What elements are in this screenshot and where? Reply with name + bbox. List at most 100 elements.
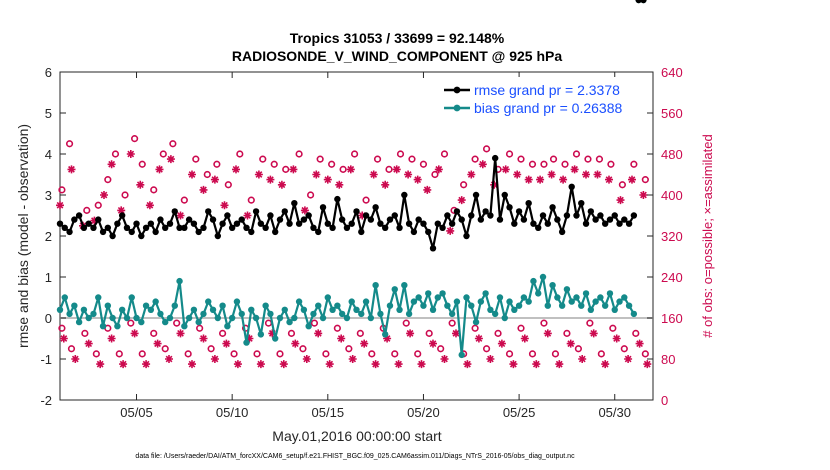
- bias-point: [530, 277, 537, 285]
- bias-point: [267, 310, 274, 318]
- bias-point: [362, 298, 370, 305]
- bias-point: [621, 294, 628, 301]
- bias-point: [152, 298, 159, 305]
- rmse-point: [276, 216, 284, 223]
- obs-assimilated-marker: [429, 339, 437, 348]
- rmse-point: [558, 228, 566, 236]
- rmse-point: [71, 216, 78, 223]
- y-right-tick-label: 400: [661, 188, 683, 203]
- bias-point: [291, 314, 298, 322]
- rmse-point: [573, 212, 580, 219]
- obs-possible-marker: [65, 140, 74, 148]
- obs-assimilated-marker: [589, 329, 598, 338]
- rmse-point: [439, 224, 446, 231]
- obs-possible-marker: [339, 165, 347, 173]
- legend-bias-label: bias grand pr = 0.26388: [474, 100, 622, 116]
- rmse-point: [142, 224, 150, 231]
- y-tick-label: 3: [45, 188, 52, 203]
- obs-possible-marker: [270, 160, 278, 168]
- rmse-point: [66, 228, 73, 236]
- obs-possible-marker: [425, 329, 433, 337]
- bias-point: [166, 314, 174, 322]
- rmse-point: [444, 212, 451, 219]
- rmse-point: [329, 224, 336, 231]
- rmse-point: [138, 232, 145, 240]
- bias-point: [286, 318, 293, 326]
- obs-assimilated-marker: [59, 334, 68, 343]
- rmse-point: [616, 220, 623, 227]
- obs-possible-marker: [111, 150, 120, 158]
- obs-possible-marker: [328, 160, 336, 168]
- obs-possible-marker: [299, 345, 307, 353]
- rmse-point: [592, 216, 599, 223]
- rmse-point: [185, 216, 193, 223]
- obs-possible-marker: [471, 324, 479, 332]
- obs-possible-marker: [58, 186, 66, 194]
- rmse-point: [300, 216, 308, 223]
- rmse-point: [482, 208, 489, 215]
- rmse-point: [597, 212, 604, 219]
- obs-possible-marker: [159, 150, 167, 158]
- rmse-point: [554, 216, 561, 223]
- obs-assimilated-marker: [119, 360, 128, 369]
- bias-point: [104, 302, 112, 309]
- obs-possible-marker: [482, 145, 491, 153]
- obs-possible-marker: [150, 186, 158, 194]
- bias-point: [181, 323, 188, 330]
- rmse-point: [334, 195, 341, 203]
- bias-point: [601, 302, 609, 309]
- obs-assimilated-marker: [582, 170, 590, 179]
- bias-point: [468, 302, 475, 309]
- obs-count-markers: [56, 135, 652, 369]
- y-right-tick-label: 160: [661, 311, 683, 326]
- legend-rmse-marker: [453, 86, 461, 94]
- obs-possible-marker: [448, 319, 456, 327]
- rmse-point: [238, 216, 245, 223]
- rmse-point: [587, 208, 595, 215]
- bias-point: [80, 306, 88, 313]
- bias-point: [515, 302, 523, 309]
- obs-assimilated-marker: [210, 175, 219, 184]
- obs-possible-marker: [528, 160, 537, 168]
- bias-point: [56, 306, 64, 313]
- obs-assimilated-marker: [383, 334, 392, 343]
- obs-possible-marker: [385, 165, 393, 173]
- obs-assimilated-marker: [406, 329, 415, 338]
- obs-assimilated-marker: [404, 170, 413, 179]
- bias-point: [305, 323, 312, 330]
- bias-point: [257, 331, 265, 338]
- rmse-point: [56, 220, 64, 227]
- bias-point: [228, 314, 236, 322]
- rmse-point: [166, 220, 174, 227]
- rmse-point: [635, 0, 642, 4]
- obs-assimilated-marker: [56, 201, 64, 210]
- bias-point: [448, 310, 456, 318]
- chart-title-line1: Tropics 31053 / 33699 = 92.148%: [290, 30, 505, 46]
- bias-point: [625, 302, 633, 309]
- obs-possible-marker: [595, 155, 604, 163]
- obs-possible-marker: [207, 345, 215, 353]
- y-right-tick-label: 560: [661, 106, 683, 121]
- obs-assimilated-marker: [547, 170, 556, 179]
- bias-point: [128, 294, 135, 301]
- bias-point: [276, 314, 284, 322]
- rmse-point: [286, 220, 293, 227]
- obs-possible-marker: [396, 150, 405, 158]
- bias-point: [190, 306, 198, 313]
- rmse-point: [61, 224, 68, 231]
- obs-assimilated-marker: [639, 191, 648, 199]
- bias-point: [429, 306, 437, 313]
- obs-possible-marker: [641, 350, 649, 358]
- tick-layer: 05/05 05/10 05/15 05/20 05/25 05/30 -2 -1 0 1 2 3 4 5…: [40, 65, 682, 420]
- obs-assimilated-marker: [232, 165, 240, 174]
- rmse-point: [487, 212, 494, 219]
- obs-assimilated-marker: [84, 339, 93, 348]
- bias-point: [214, 314, 222, 322]
- obs-possible-marker: [121, 191, 129, 199]
- obs-possible-marker: [138, 350, 146, 358]
- rmse-point: [291, 200, 298, 207]
- rmse-point: [582, 220, 590, 227]
- bias-point: [563, 286, 571, 293]
- rmse-point: [233, 220, 241, 227]
- obs-assimilated-marker: [323, 175, 332, 184]
